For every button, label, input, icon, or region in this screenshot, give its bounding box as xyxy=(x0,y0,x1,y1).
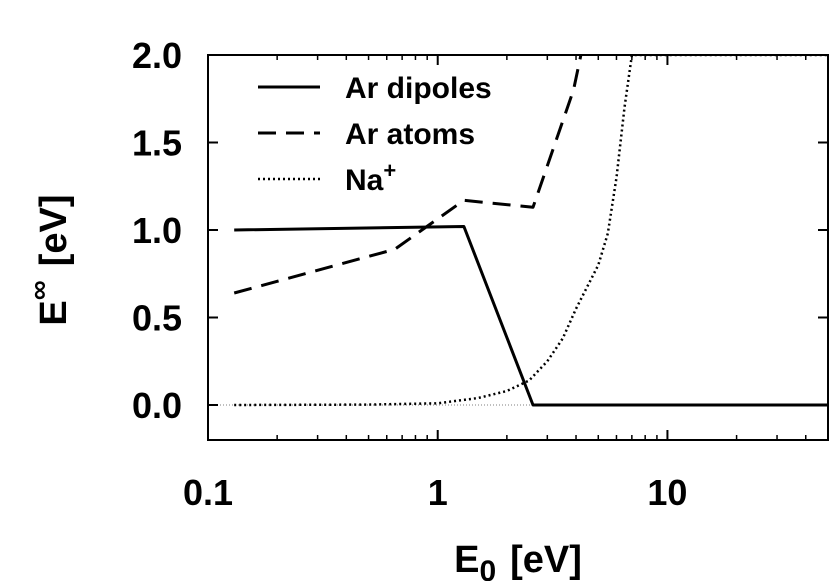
x-tick-label: 1 xyxy=(428,472,448,513)
x-axis-title: E0 [eV] xyxy=(454,539,582,581)
y-axis-title: E∞ [eV] xyxy=(23,194,75,325)
y-tick-label: 2.0 xyxy=(132,35,182,76)
series-line-2 xyxy=(233,55,583,295)
x-axis-title-sub: 0 xyxy=(479,555,496,581)
y-axis-title-unit: [eV] xyxy=(33,194,75,266)
legend-label-3: Na+ xyxy=(345,158,396,197)
y-tick-label: 1.0 xyxy=(132,210,182,251)
legend: Ar dipoles Ar atoms Na+ xyxy=(258,72,492,197)
x-tick-label: 0.1 xyxy=(183,472,233,513)
y-axis-title-main: E xyxy=(33,300,75,325)
y-tick-label: 0.5 xyxy=(132,298,182,339)
x-axis-title-unit: [eV] xyxy=(510,539,582,581)
axis-ticks: 0.0 0.5 1.0 1.5 2.0 0.1 1 10 xyxy=(132,35,829,513)
legend-label-text: Na xyxy=(345,164,384,197)
series-line-3 xyxy=(234,55,828,407)
legend-label-1: Ar dipoles xyxy=(345,72,492,105)
plot-frame-rect xyxy=(207,54,829,441)
x-axis-title-main: E xyxy=(454,539,479,581)
plot-frame xyxy=(207,54,829,441)
y-tick-label: 1.5 xyxy=(132,123,182,164)
legend-label-text: Ar dipoles xyxy=(345,72,492,105)
legend-label-2: Ar atoms xyxy=(345,118,475,151)
legend-label-text: Ar atoms xyxy=(345,118,475,151)
legend-label-sup: + xyxy=(383,158,396,183)
series-line-1 xyxy=(234,225,828,407)
y-tick-label: 0.0 xyxy=(132,385,182,426)
y-axis-title-sup: ∞ xyxy=(23,280,54,300)
x-tick-label: 10 xyxy=(647,472,687,513)
series-lines xyxy=(233,55,828,407)
